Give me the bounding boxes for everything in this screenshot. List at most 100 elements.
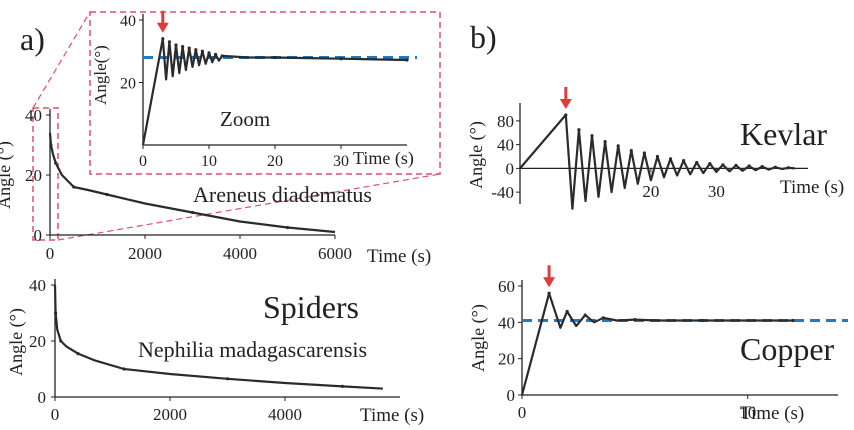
x-tick-label: 2000	[128, 244, 162, 263]
data-point	[181, 44, 185, 49]
y-tick-label: 0	[38, 388, 47, 407]
x-tick-label: 10	[201, 153, 217, 170]
chart-title: Spiders	[263, 289, 359, 325]
y-tick-label: 20	[120, 76, 136, 93]
arrow-head	[156, 22, 169, 33]
zoom-connector-lines	[32, 11, 441, 241]
x-tick-label: 6000	[318, 244, 352, 263]
data-point	[59, 339, 63, 343]
zoom-box	[89, 11, 441, 175]
chart-kevlar: 20 30 -40 0 40 80 Angle (°) Time (s) Kevlar	[466, 86, 844, 210]
y-tick-label: 40	[498, 313, 515, 332]
x-tick-label: 2000	[153, 405, 187, 424]
x-axis-label: Time (s)	[780, 177, 844, 198]
data-point	[207, 51, 211, 55]
data-point	[734, 163, 738, 168]
data-point	[547, 291, 551, 295]
data-point	[700, 318, 705, 323]
x-tick-label: 30	[333, 153, 349, 170]
data-point	[633, 318, 637, 322]
data-point	[655, 154, 660, 159]
y-axis-label: Angle (°)	[6, 308, 27, 376]
y-tick-label: 20	[29, 332, 46, 351]
y-tick-label: 0	[507, 386, 516, 405]
data-point	[601, 316, 605, 320]
x-tick-label: 0	[46, 244, 55, 263]
data-point	[190, 210, 195, 215]
data-point	[167, 40, 171, 44]
x-tick-label: 0	[139, 153, 147, 170]
data-point	[721, 163, 725, 167]
data-point	[577, 128, 581, 132]
data-point	[76, 352, 80, 356]
x-axis-label: Time (s)	[360, 405, 424, 426]
x-tick-label: 20	[642, 182, 659, 201]
chart-copper: 0 10 0 20 40 60 Angle (°) Time (s) Copper	[468, 265, 848, 424]
data-point	[773, 165, 777, 169]
chart-areneus: 0 2000 4000 6000 0 20 40 Angle (°) Time (s) Arene…	[0, 106, 431, 267]
x-tick-label: 20	[267, 153, 283, 170]
y-axis-label: Angle (°)	[468, 304, 489, 372]
peak-arrow-icon	[543, 265, 556, 288]
y-tick-label: 40	[497, 136, 514, 155]
series-line	[53, 284, 383, 390]
data-point	[49, 143, 53, 147]
data-point	[54, 161, 58, 165]
x-axis-label: Time (s)	[353, 148, 414, 169]
data-point	[225, 377, 230, 381]
data-point	[174, 43, 178, 47]
chart-zoom: 0 10 20 30 20 40 Angle(°) Time (s) Zoom	[91, 10, 417, 170]
data-point	[194, 48, 198, 52]
data-point	[214, 52, 218, 56]
annotation-label: Areneus diadematus	[193, 182, 372, 207]
arrow-head	[543, 277, 556, 288]
data-point	[105, 192, 109, 197]
data-point	[642, 151, 646, 155]
series-line	[520, 292, 793, 396]
data-point	[339, 57, 343, 61]
chart-title: Copper	[740, 331, 835, 367]
data-point	[565, 309, 569, 314]
data-point	[72, 185, 76, 189]
data-point	[791, 318, 795, 323]
x-axis-label: Time (s)	[367, 246, 431, 267]
y-tick-label: 40	[25, 106, 42, 125]
data-point	[760, 164, 764, 169]
data-point	[220, 54, 224, 58]
data-point	[786, 166, 790, 170]
data-point	[122, 367, 126, 371]
data-point	[682, 159, 686, 163]
data-point	[616, 144, 620, 148]
zoom-source-box	[32, 107, 59, 241]
series-line	[48, 132, 336, 234]
data-point	[603, 140, 607, 144]
peak-arrow-icon	[559, 86, 572, 109]
x-axis-label: Time (s)	[740, 403, 804, 424]
y-tick-label: 80	[497, 112, 514, 131]
y-axis-label: Angle(°)	[91, 45, 110, 105]
zoom-connector	[57, 173, 441, 241]
y-tick-label: 40	[29, 276, 46, 295]
data-point	[629, 148, 633, 153]
peak-arrow-icon	[156, 10, 169, 33]
data-point	[564, 113, 568, 117]
data-point	[340, 384, 345, 388]
data-point	[590, 134, 594, 138]
y-tick-label: 0	[506, 159, 515, 178]
data-point	[161, 37, 165, 41]
zoom-connector	[32, 11, 91, 109]
y-tick-label: -40	[491, 183, 514, 202]
x-tick-label: 0	[51, 405, 60, 424]
data-point	[285, 225, 290, 230]
y-tick-label: 20	[25, 166, 42, 185]
x-tick-label: 4000	[268, 405, 302, 424]
x-tick-label: 10	[739, 403, 756, 422]
annotation-label: Zoom	[220, 107, 270, 131]
series-line	[519, 113, 796, 210]
data-point	[695, 160, 699, 165]
x-tick-label: 0	[518, 403, 527, 422]
data-point	[53, 311, 58, 315]
